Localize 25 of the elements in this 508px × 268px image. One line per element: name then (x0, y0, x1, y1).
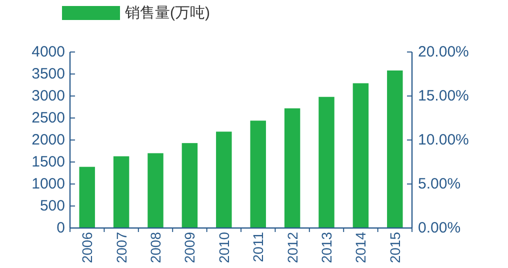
x-tick-label: 2013 (318, 232, 334, 264)
y-tick-label: 3500 (32, 66, 65, 82)
y-tick-label: 500 (40, 198, 65, 214)
y2-tick-label: 20.00% (418, 44, 469, 60)
x-tick-label: 2007 (113, 232, 130, 264)
y-tick-label: 2500 (32, 110, 65, 126)
x-tick-label: 2011 (250, 232, 266, 262)
y-tick-label: 3000 (32, 88, 65, 104)
y-tick-label: 0 (56, 220, 65, 236)
y2-tick-label: 10.00% (418, 132, 469, 148)
y2-tick-label: 0.00% (418, 220, 461, 236)
x-tick-label: 2012 (284, 232, 300, 264)
y-tick-label: 1000 (32, 176, 65, 192)
y-tick-label: 2000 (32, 132, 65, 148)
x-tick-label: 2010 (216, 232, 232, 264)
y-tick-label: 4000 (32, 44, 65, 60)
legend-label: 销售量(万吨) (124, 4, 210, 22)
x-tick-label: 2006 (79, 232, 96, 264)
x-tick-label: 2008 (148, 232, 164, 264)
x-tick-label: 2015 (386, 232, 403, 264)
y2-tick-label: 15.00% (418, 88, 469, 104)
x-tick-label: 2014 (352, 232, 369, 264)
y-tick-label: 1500 (32, 154, 65, 170)
y2-tick-label: 5.00% (418, 176, 461, 192)
x-tick-label: 2009 (182, 232, 198, 264)
